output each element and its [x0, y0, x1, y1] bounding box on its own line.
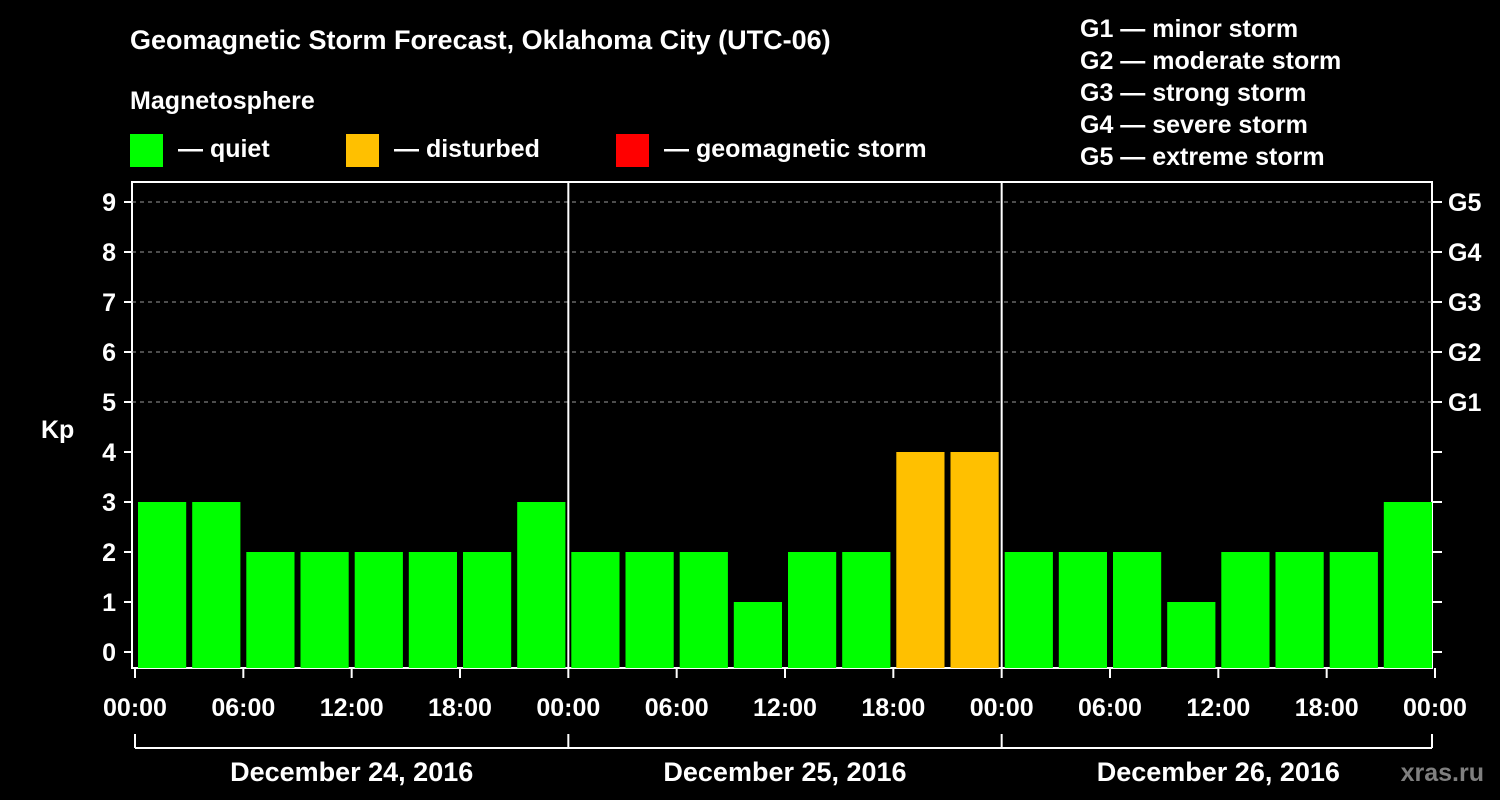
kp-bar — [1383, 502, 1432, 668]
x-tick-label: 12:00 — [320, 694, 384, 722]
y-tick-label: 0 — [102, 639, 116, 667]
y-tick-label: 7 — [102, 289, 116, 317]
kp-bar — [1004, 552, 1053, 668]
x-tick-label: 18:00 — [428, 694, 492, 722]
day-label: December 24, 2016 — [230, 757, 473, 787]
kp-bar — [408, 552, 457, 668]
kp-bar — [1275, 552, 1324, 668]
x-tick-label: 00:00 — [536, 694, 600, 722]
kp-bar — [1113, 552, 1162, 668]
storm-level-label: G3 — [1448, 289, 1481, 317]
legend-label-disturbed: — disturbed — [394, 135, 540, 163]
kp-bar — [1058, 552, 1107, 668]
credit-watermark: xras.ru — [1401, 759, 1484, 787]
x-tick-label: 18:00 — [1295, 694, 1359, 722]
x-tick-label: 00:00 — [103, 694, 167, 722]
x-tick-label: 00:00 — [1403, 694, 1467, 722]
storm-level-label: G1 — [1448, 389, 1481, 417]
legend-swatch-quiet — [130, 134, 163, 167]
legend-swatch-storm — [616, 134, 649, 167]
y-tick-label: 1 — [102, 589, 116, 617]
legend-label-quiet: — quiet — [178, 135, 270, 163]
y-tick-label: 5 — [102, 389, 116, 417]
y-tick-label: 8 — [102, 239, 116, 267]
kp-bar — [571, 552, 620, 668]
kp-bar — [1221, 552, 1270, 668]
storm-scale-item: G4 — severe storm — [1080, 111, 1308, 139]
kp-bar — [517, 502, 566, 668]
kp-bar — [625, 552, 674, 668]
kp-bar — [138, 502, 187, 668]
y-axis-title: Kp — [41, 416, 74, 444]
storm-scale-item: G3 — strong storm — [1080, 79, 1306, 107]
kp-bar — [300, 552, 349, 668]
storm-scale-item: G1 — minor storm — [1080, 15, 1298, 43]
kp-bar — [950, 452, 999, 668]
x-tick-label: 12:00 — [1186, 694, 1250, 722]
kp-bar — [1329, 552, 1378, 668]
y-tick-label: 3 — [102, 489, 116, 517]
y-tick-label: 9 — [102, 189, 116, 217]
day-label: December 25, 2016 — [663, 757, 906, 787]
x-tick-label: 00:00 — [970, 694, 1034, 722]
y-tick-label: 2 — [102, 539, 116, 567]
kp-bar — [788, 552, 837, 668]
storm-scale-item: G5 — extreme storm — [1080, 143, 1325, 171]
kp-bar — [1167, 602, 1216, 668]
storm-scale-item: G2 — moderate storm — [1080, 47, 1341, 75]
legend-label-storm: — geomagnetic storm — [664, 135, 927, 163]
y-tick-label: 4 — [102, 439, 116, 467]
legend-swatch-disturbed — [346, 134, 379, 167]
kp-bar — [896, 452, 945, 668]
kp-bar — [354, 552, 403, 668]
storm-level-label: G2 — [1448, 339, 1481, 367]
x-tick-label: 06:00 — [211, 694, 275, 722]
chart-title: Geomagnetic Storm Forecast, Oklahoma Cit… — [130, 25, 831, 55]
x-tick-label: 06:00 — [1078, 694, 1142, 722]
kp-bar — [192, 502, 241, 668]
legend-title: Magnetosphere — [130, 87, 315, 115]
kp-bar — [733, 602, 782, 668]
storm-level-label: G4 — [1448, 239, 1481, 267]
kp-bar — [679, 552, 728, 668]
kp-bar — [246, 552, 295, 668]
storm-level-label: G5 — [1448, 189, 1481, 217]
kp-bar — [463, 552, 512, 668]
x-tick-label: 18:00 — [861, 694, 925, 722]
x-tick-label: 12:00 — [753, 694, 817, 722]
y-tick-label: 6 — [102, 339, 116, 367]
x-tick-label: 06:00 — [645, 694, 709, 722]
day-label: December 26, 2016 — [1097, 757, 1340, 787]
kp-bar — [842, 552, 891, 668]
